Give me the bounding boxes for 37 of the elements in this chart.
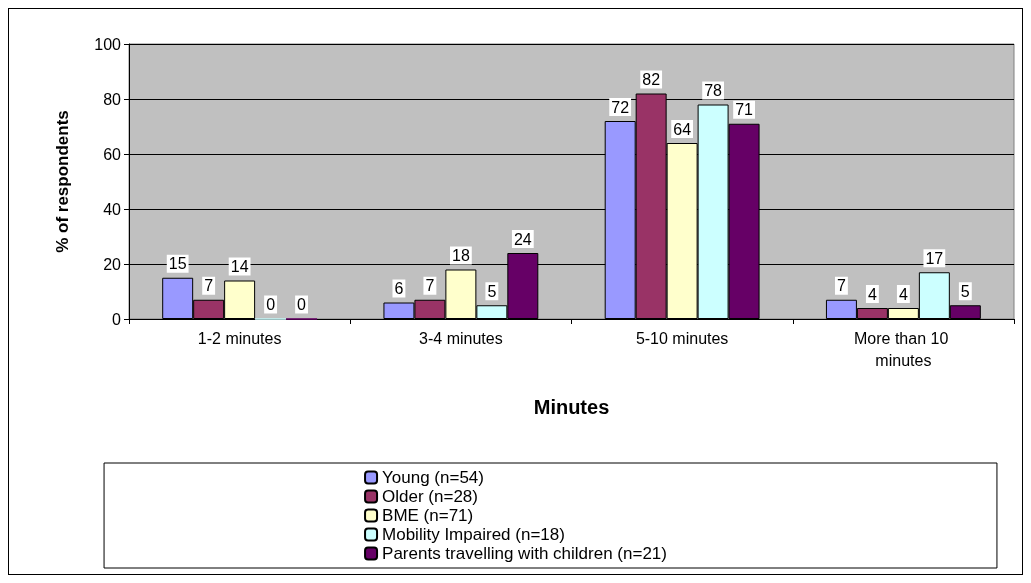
y-tick-label: 100 (94, 35, 122, 53)
data-label: 7 (425, 277, 435, 295)
x-tick-label: 5-10 minutes (635, 329, 729, 347)
data-label: 7 (836, 277, 846, 295)
y-tick-label: 40 (103, 200, 122, 218)
x-axis-title: Minutes (533, 396, 610, 418)
data-label: 64 (673, 120, 692, 138)
data-label: 15 (168, 255, 187, 273)
data-label: 71 (735, 101, 754, 119)
data-label: 72 (611, 98, 630, 116)
x-tick-label: 1-2 minutes (197, 329, 282, 347)
legend-label: Mobility Impaired (n=18) (382, 525, 565, 544)
data-label: 18 (451, 247, 470, 264)
y-axis-title: % of respondents (53, 110, 72, 253)
y-tick-label: 60 (103, 145, 122, 163)
x-tick-label: More than 10 minutes (854, 329, 953, 369)
data-label: 0 (297, 296, 307, 313)
data-label: 4 (898, 285, 908, 303)
data-label: 0 (266, 296, 276, 313)
data-label: 82 (642, 71, 661, 88)
y-tick-label: 0 (112, 310, 122, 328)
legend-label: Older (n=28) (382, 487, 478, 506)
data-label: 17 (925, 249, 944, 267)
legend-label: Young (n=54) (382, 468, 484, 487)
data-label: 78 (704, 82, 723, 99)
data-label: 7 (204, 277, 214, 295)
y-tick-label: 80 (103, 90, 122, 108)
legend-label: BME (n=71) (382, 506, 474, 525)
x-tick-label: 3-4 minutes (419, 329, 503, 347)
data-label: 4 (867, 285, 877, 303)
legend-label: Parents travelling with children (n=21) (382, 544, 667, 563)
y-tick-label: 20 (103, 255, 122, 273)
data-label: 24 (513, 230, 532, 248)
data-label: 14 (230, 258, 249, 275)
data-label: 6 (394, 280, 404, 297)
data-label: 5 (960, 282, 970, 300)
data-label: 5 (487, 282, 497, 300)
